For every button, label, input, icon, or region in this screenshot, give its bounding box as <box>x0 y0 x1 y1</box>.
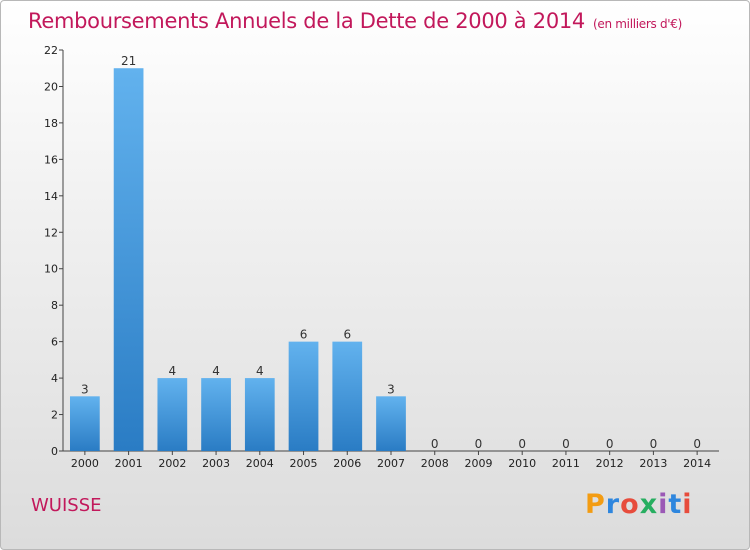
value-labels: 3 21 4 4 4 6 6 3 0 0 0 0 0 0 0 <box>81 54 701 451</box>
value-label-2004: 4 <box>256 364 264 378</box>
value-label-2006: 6 <box>343 328 351 342</box>
x-tick-label-2006: 2006 <box>333 457 361 470</box>
x-tick-label-2011: 2011 <box>552 457 580 470</box>
chart-title: Remboursements Annuels de la Dette de 20… <box>28 9 682 33</box>
value-label-2013: 0 <box>650 437 658 451</box>
logo-letter: i <box>682 489 693 520</box>
y-axis: 0 2 4 6 8 10 12 14 16 18 20 22 <box>44 44 64 458</box>
x-tick-label-2005: 2005 <box>290 457 318 470</box>
y-tick-label: 8 <box>51 299 58 312</box>
x-tick-label-2012: 2012 <box>596 457 624 470</box>
commune-name: WUISSE <box>31 495 102 516</box>
value-label-2008: 0 <box>431 437 439 451</box>
y-tick-label: 10 <box>44 263 58 276</box>
x-tick-label-2004: 2004 <box>246 457 274 470</box>
logo-letter: t <box>668 489 683 520</box>
x-tick-label-2000: 2000 <box>71 457 99 470</box>
value-label-2000: 3 <box>81 382 89 396</box>
x-tick-label-2009: 2009 <box>464 457 492 470</box>
bar-2001 <box>113 68 144 452</box>
x-tick-label-2008: 2008 <box>421 457 449 470</box>
logo-letter: P <box>585 489 606 520</box>
proxiti-logo: Proxiti <box>585 489 693 520</box>
y-tick-label: 16 <box>44 153 58 166</box>
x-tick-label-2003: 2003 <box>202 457 230 470</box>
y-tick-label: 18 <box>44 117 58 130</box>
value-label-2003: 4 <box>212 364 220 378</box>
x-tick-label-2002: 2002 <box>158 457 186 470</box>
value-label-2007: 3 <box>387 382 395 396</box>
bar-2003 <box>201 378 231 451</box>
value-label-2012: 0 <box>606 437 614 451</box>
y-tick-label: 4 <box>51 372 58 385</box>
bar-2007 <box>376 396 406 451</box>
y-tick-label: 0 <box>51 445 58 458</box>
x-tick-label-2013: 2013 <box>639 457 667 470</box>
logo-letter: x <box>639 489 659 520</box>
chart-title-text: Remboursements Annuels de la Dette de 20… <box>28 9 585 33</box>
x-tick-label-2014: 2014 <box>683 457 711 470</box>
logo-letter: r <box>605 489 621 520</box>
y-tick-label: 2 <box>51 409 58 422</box>
bar-2004 <box>244 378 275 451</box>
bar-2005 <box>288 341 319 451</box>
logo-letter: o <box>620 489 640 520</box>
x-tick-label-2001: 2001 <box>115 457 143 470</box>
chart-subtitle: (en milliers d'€) <box>593 17 683 31</box>
bar-2002 <box>157 378 188 451</box>
y-tick-label: 14 <box>44 190 58 203</box>
logo-letter: i <box>658 489 669 520</box>
y-tick-label: 22 <box>44 44 58 57</box>
bar-2006 <box>332 341 363 451</box>
x-tick-label-2010: 2010 <box>508 457 536 470</box>
value-label-2009: 0 <box>475 437 483 451</box>
y-tick-label: 12 <box>44 226 58 239</box>
x-axis: 2000 2001 2002 2003 2004 2005 2006 2007 2008 2009… <box>63 450 719 470</box>
value-label-2011: 0 <box>562 437 570 451</box>
bars <box>69 68 406 452</box>
y-tick-label: 6 <box>51 336 58 349</box>
value-label-2010: 0 <box>518 437 526 451</box>
y-tick-label: 20 <box>44 80 58 93</box>
value-label-2002: 4 <box>169 364 177 378</box>
bar-2000 <box>69 396 100 451</box>
value-label-2001: 21 <box>121 54 136 68</box>
x-tick-label-2007: 2007 <box>377 457 405 470</box>
value-label-2014: 0 <box>693 437 701 451</box>
value-label-2005: 6 <box>300 328 308 342</box>
